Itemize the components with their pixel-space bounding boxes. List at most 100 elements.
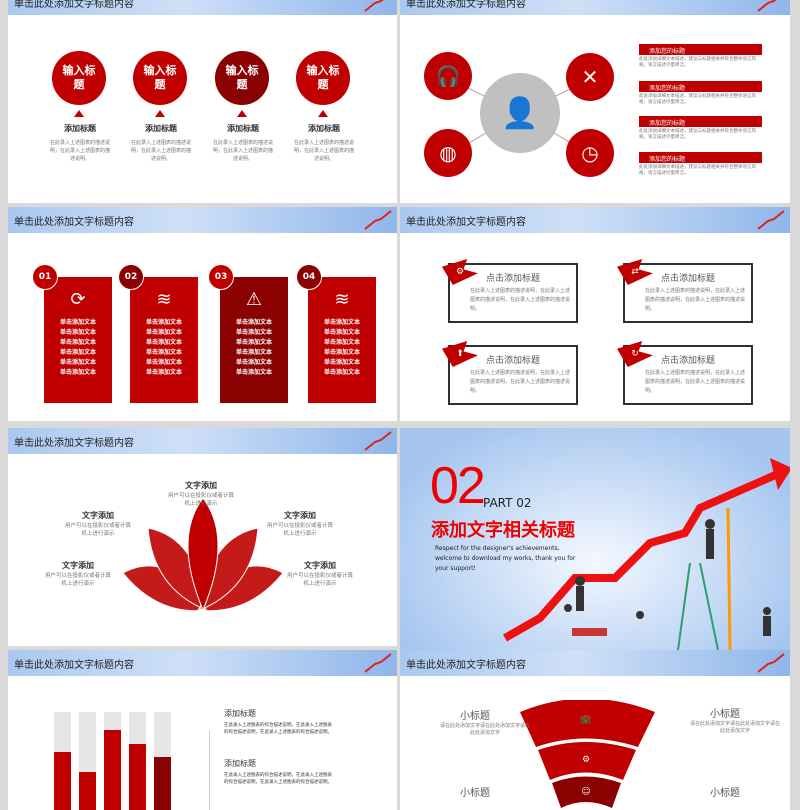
section-title: 添加文字相关标题	[431, 520, 575, 541]
divider	[209, 730, 210, 810]
feature-card[interactable]: ⚠ 单击添加文本 单击添加文本 单击添加文本 单击添加文本 单击添加文本 单击添加文本	[220, 277, 288, 403]
clock-icon: ◷	[566, 129, 614, 177]
item-desc: 在此录入上述图表的描述说明，在此录入上述图表的描述说明。	[212, 140, 273, 162]
card-line: 单击添加文本	[323, 369, 360, 376]
card-number: 02	[118, 264, 144, 290]
header-growth-thumbnail	[363, 209, 393, 231]
card-line: 单击添加文本	[235, 339, 272, 346]
slide-3[interactable]: 单击此处添加文字标题内容 ⟳ 单击添加文本 单击添加文本 单击添加文本 单击添加文本 单击…	[8, 207, 397, 421]
slide-header: 单击此处添加文字标题内容	[8, 650, 397, 676]
triangle-marker	[237, 110, 247, 117]
headset-icon: 🎧	[424, 52, 472, 100]
bar-fill	[54, 752, 71, 810]
box-desc: 在此录入上述图表的描述说明，在此录入上述图表的描述说明，在此录入上述图表的描述说…	[645, 288, 746, 312]
triangle-marker	[155, 110, 165, 117]
info-box[interactable]: ⬆ 点击添加标题 在此录入上述图表的描述说明，在此录入上述图表的描述说明，在此录入上…	[442, 341, 578, 405]
triangle-marker	[74, 110, 84, 117]
slide-title: 单击此处添加文字标题内容	[14, 217, 134, 228]
funnel-diagram: 💼 ⚙ ☺	[520, 700, 655, 808]
slide-header: 单击此处添加文字标题内容	[8, 428, 397, 454]
slide-8[interactable]: 单击此处添加文字标题内容 💼 ⚙ ☺ 小标题 请在此处添加文字请在此处添加文字请在…	[400, 650, 790, 810]
slide-6[interactable]: 02 PART 02 添加文字相关标题 Respect for the desi…	[400, 428, 790, 650]
card-line: 单击添加文本	[235, 369, 272, 376]
item-title: 小标题	[460, 711, 490, 722]
info-box[interactable]: ↻ 点击添加标题 在此录入上述图表的描述说明，在此录入上述图表的描述说明，在此录入上…	[617, 341, 753, 405]
item-title: 添加标题	[227, 124, 259, 133]
item-desc: 用户可以在投影仪或者计算机上进行演示	[44, 573, 111, 587]
card-line: 单击添加文本	[323, 319, 360, 326]
svg-text:⚙: ⚙	[582, 755, 590, 765]
heading-bar: 添加您的标题	[639, 81, 762, 92]
feature-card[interactable]: ⟳ 单击添加文本 单击添加文本 单击添加文本 单击添加文本 单击添加文本 单击添加文本	[44, 277, 112, 403]
slide-7[interactable]: 单击此处添加文字标题内容 添加标题 在此录入上述图表的综合描述说明，在此录入上述图…	[8, 650, 397, 810]
header-growth-thumbnail	[756, 0, 786, 13]
card-line: 单击添加文本	[145, 319, 182, 326]
card-lines: 单击添加文本 单击添加文本 单击添加文本 单击添加文本 单击添加文本 单击添加文本	[130, 318, 198, 378]
item-desc: 在此录入上述图表的描述说明，在此录入上述图表的描述说明。	[293, 140, 354, 162]
svg-text:☺: ☺	[581, 786, 590, 797]
gears-icon: ⚙	[442, 259, 478, 285]
item-title: 小标题	[710, 788, 740, 799]
slide-title: 单击此处添加文字标题内容	[406, 660, 526, 671]
slide-title: 单击此处添加文字标题内容	[14, 0, 134, 10]
tools-icon: ✕	[566, 53, 614, 101]
feature-card[interactable]: ≋ 单击添加文本 单击添加文本 单击添加文本 单击添加文本 单击添加文本 单击添加文本	[308, 277, 376, 403]
header-growth-thumbnail	[756, 652, 786, 674]
growth-arrow-illustration	[503, 458, 790, 650]
title-circle[interactable]: 输入标题	[215, 51, 269, 105]
slide-title: 单击此处添加文字标题内容	[406, 0, 526, 10]
card-lines: 单击添加文本 单击添加文本 单击添加文本 单击添加文本 单击添加文本 单击添加文本	[44, 318, 112, 378]
card-line: 单击添加文本	[235, 329, 272, 336]
slide-title: 单击此处添加文字标题内容	[14, 660, 134, 671]
item-desc: 在此录入上述图表的描述说明，在此录入上述图表的描述说明。	[49, 140, 110, 162]
box-title: 点击添加标题	[661, 356, 716, 366]
feature-card[interactable]: ≋ 单击添加文本 单击添加文本 单击添加文本 单击添加文本 单击添加文本 单击添加文本	[130, 277, 198, 403]
item-title: 小标题	[710, 709, 740, 720]
slide-title: 单击此处添加文字标题内容	[14, 438, 134, 449]
header-growth-thumbnail	[756, 209, 786, 231]
item-title: 添加标题	[145, 124, 177, 133]
slide-header: 单击此处添加文字标题内容	[400, 207, 790, 233]
slide-1[interactable]: 单击此处添加文字标题内容 输入标题添加标题在此录入上述图表的描述说明，在此录入上…	[8, 0, 397, 203]
bar-fill	[104, 730, 121, 810]
header-growth-thumbnail	[363, 0, 393, 13]
slide-4[interactable]: 单击此处添加文字标题内容 ⚙ 点击添加标题 在此录入上述图表的描述说明，在此录入上述…	[400, 207, 790, 421]
card-line: 单击添加文本	[145, 329, 182, 336]
card-lines: 单击添加文本 单击添加文本 单击添加文本 单击添加文本 单击添加文本 单击添加文本	[308, 318, 376, 378]
card-line: 单击添加文本	[323, 359, 360, 366]
card-line: 单击添加文本	[59, 349, 96, 356]
title-circle[interactable]: 输入标题	[133, 51, 187, 105]
box-title: 点击添加标题	[486, 356, 541, 366]
card-number: 04	[296, 264, 322, 290]
slide-header: 单击此处添加文字标题内容	[8, 0, 397, 15]
part-label: PART 02	[483, 496, 532, 510]
slide-5[interactable]: 单击此处添加文字标题内容 文字添加 用户可以在投影仪或者计算机上进行演示 文字添加用…	[8, 428, 397, 646]
bar-fill	[129, 744, 146, 810]
item-desc: 请在此处添加文字请在此处添加文字请在此处添加文字	[690, 721, 781, 734]
slide-header: 单击此处添加文字标题内容	[400, 0, 790, 15]
refresh-chart-icon: ⟳	[70, 289, 86, 310]
card-line: 单击添加文本	[59, 329, 96, 336]
title-circle[interactable]: 输入标题	[296, 51, 350, 105]
item-title: 文字添加	[304, 561, 336, 570]
item-title: 文字添加	[82, 511, 114, 520]
section-number: 02	[430, 457, 486, 515]
box-desc: 在此录入上述图表的描述说明，在此录入上述图表的描述说明，在此录入上述图表的描述说…	[470, 288, 571, 312]
bar-fill	[79, 772, 96, 810]
item-desc: 用户可以在投影仪或者计算机上进行演示	[64, 523, 131, 537]
card-line: 单击添加文本	[145, 359, 182, 366]
item-desc: 在此录入上述图表的综合描述说明，在此录入上述图表的综合描述说明，在此录入上述图表…	[224, 773, 332, 785]
info-box[interactable]: ⚙ 点击添加标题 在此录入上述图表的描述说明，在此录入上述图表的描述说明，在此录入上…	[442, 259, 578, 323]
item-title: 添加标题	[308, 124, 340, 133]
slide-header: 单击此处添加文字标题内容	[8, 207, 397, 233]
card-line: 单击添加文本	[323, 339, 360, 346]
box-desc: 在此录入上述图表的描述说明，在此录入上述图表的描述说明，在此录入上述图表的描述说…	[470, 370, 571, 394]
arrows-icon: ⇄	[617, 259, 653, 285]
slide-2[interactable]: 单击此处添加文字标题内容 👤 🎧 ✕ ◍ ◷ 添加您的标题 此处添加详细文本描述，…	[400, 0, 790, 203]
bar-fill	[154, 757, 171, 810]
card-line: 单击添加文本	[323, 349, 360, 356]
section-desc: Respect for the designer's achievements,…	[435, 545, 576, 572]
title-circle[interactable]: 输入标题	[52, 51, 106, 105]
item-desc: 此处添加详细文本描述，建议与标题相关并符合整体语言风格，语言描述尽量简洁。	[639, 165, 756, 176]
info-box[interactable]: ⇄ 点击添加标题 在此录入上述图表的描述说明，在此录入上述图表的描述说明，在此录入上…	[617, 259, 753, 323]
